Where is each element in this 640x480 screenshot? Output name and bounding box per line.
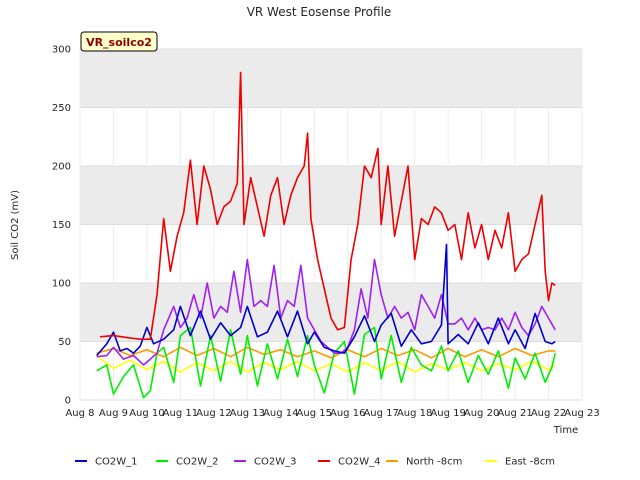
legend-item: East -8cm (485, 457, 555, 468)
x-tick-label: Aug 17 (363, 408, 398, 419)
x-tick-label: Aug 20 (464, 408, 499, 419)
legend-label: CO2W_1 (95, 457, 137, 468)
x-tick-label: Aug 8 (65, 408, 94, 419)
y-tick-label: 50 (58, 337, 71, 348)
series-line-co2w-4 (100, 71, 556, 341)
y-tick-label: 250 (52, 103, 71, 114)
x-axis-title: Time (553, 425, 578, 436)
grid-band (80, 166, 582, 225)
site-label-box: VR_soilco2 (80, 31, 158, 52)
x-tick-label: Aug 16 (330, 408, 365, 419)
x-tick-label: Aug 22 (531, 408, 566, 419)
legend-item: CO2W_3 (234, 457, 296, 468)
series-line-north-8cm (96, 346, 556, 359)
x-tick-label: Aug 13 (230, 408, 265, 419)
legend-item: North -8cm (386, 457, 462, 468)
grid-bands (80, 49, 582, 342)
grid-band (80, 49, 582, 108)
x-tick-label: Aug 11 (163, 408, 198, 419)
series-layer (96, 71, 556, 399)
x-tick-label: Aug 21 (497, 408, 532, 419)
y-tick-label: 300 (52, 45, 71, 56)
x-tick-label: Aug 23 (564, 408, 599, 419)
legend-item: CO2W_1 (75, 457, 137, 468)
grid-band (80, 283, 582, 342)
x-tick-label: Aug 19 (430, 408, 465, 419)
y-tick-label: 0 (65, 396, 71, 407)
legend-label: CO2W_4 (338, 457, 380, 468)
legend-label: North -8cm (406, 457, 462, 468)
y-tick-label: 200 (52, 162, 71, 173)
chart-title: VR West Eosense Profile (247, 5, 392, 19)
legend-label: CO2W_2 (176, 457, 218, 468)
legend-item: CO2W_4 (318, 457, 380, 468)
x-tick-label: Aug 14 (263, 408, 298, 419)
legend-label: East -8cm (505, 457, 555, 468)
y-tick-labels: 0 50 100 150 200 250 300 (52, 45, 71, 407)
x-tick-label: Aug 18 (397, 408, 432, 419)
x-tick-label: Aug 12 (196, 408, 231, 419)
legend-item: CO2W_2 (156, 457, 218, 468)
x-tick-label: Aug 15 (297, 408, 332, 419)
site-label: VR_soilco2 (86, 36, 152, 49)
y-tick-label: 100 (52, 279, 71, 290)
series-line-co2w-2 (96, 326, 556, 399)
y-tick-label: 150 (52, 220, 71, 231)
legend-label: CO2W_3 (254, 457, 296, 468)
x-tick-label: Aug 10 (129, 408, 164, 419)
y-axis-title: Soil CO2 (mV) (10, 190, 21, 260)
x-tick-label: Aug 9 (99, 408, 128, 419)
series-line-co2w-1 (96, 243, 556, 357)
legend: CO2W_1 CO2W_2 CO2W_3 CO2W_4 North -8cm East -… (75, 457, 555, 468)
